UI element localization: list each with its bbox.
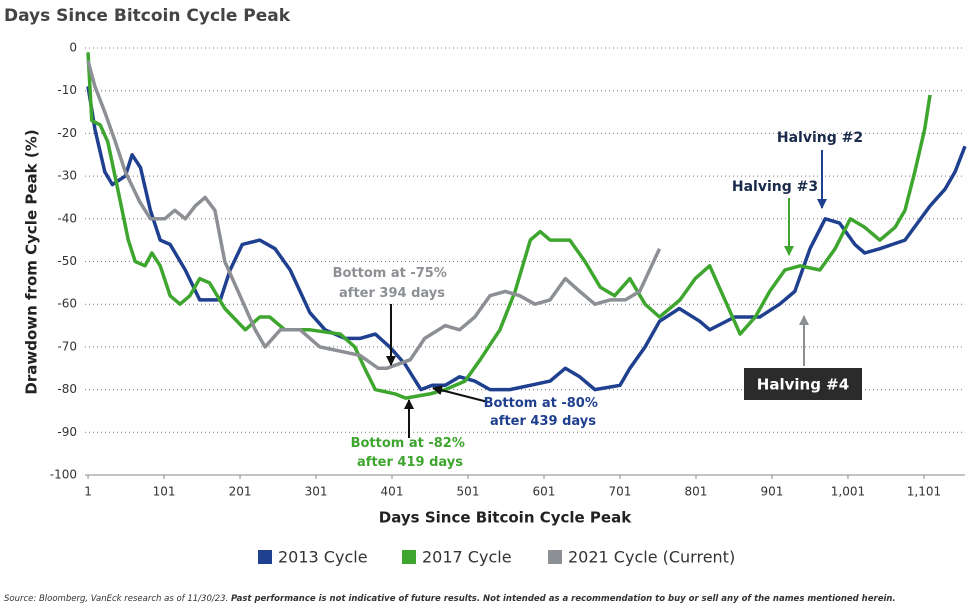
series-line	[86, 52, 932, 400]
legend-label: 2021 Cycle (Current)	[568, 548, 735, 567]
y-tick-label: -40	[57, 211, 77, 225]
y-tick-label: -10	[57, 83, 77, 97]
annotation: Bottom at -80% after 439 days	[484, 396, 603, 429]
x-tick-label: 201	[229, 485, 252, 499]
annotation: Bottom at -82% after 419 days	[351, 436, 470, 470]
chart-title: Days Since Bitcoin Cycle Peak	[4, 6, 291, 26]
legend-label: 2013 Cycle	[278, 548, 368, 567]
x-tick-label: 701	[609, 485, 632, 499]
x-tick-label: 401	[381, 485, 404, 499]
annotation-line: Bottom at -80%	[484, 396, 598, 411]
arrow	[432, 385, 489, 403]
y-tick-label: 0	[69, 41, 77, 55]
x-axis-label: Days Since Bitcoin Cycle Peak	[379, 509, 632, 527]
y-axis-label: Drawdown from Cycle Peak (%)	[23, 129, 41, 394]
x-tick-label: 901	[761, 485, 784, 499]
annotation: Halving #2	[777, 130, 863, 146]
x-tick-label: 501	[457, 485, 480, 499]
annotation-line: after 439 days	[490, 414, 596, 429]
y-tick-label: -30	[57, 169, 77, 183]
x-tick-label: 1,101	[907, 485, 941, 499]
legend-swatch	[402, 550, 416, 564]
legend-swatch	[548, 550, 562, 564]
annotation-box	[744, 368, 862, 400]
source: Source: Bloomberg, VanEck research as of…	[4, 594, 228, 604]
y-tick-label: -80	[57, 382, 77, 396]
legend-label: 2017 Cycle	[422, 548, 512, 567]
annotation-line: Bottom at -75%	[333, 266, 447, 281]
y-tick-label: -100	[50, 468, 77, 482]
y-tick-label: -20	[57, 126, 77, 140]
disclaimer: Past performance is not indicative of fu…	[231, 594, 896, 604]
x-tick-label: 601	[533, 485, 556, 499]
y-tick-label: -50	[57, 254, 77, 268]
annotation: Bottom at -75% after 394 days	[333, 266, 452, 301]
annotation: Halving #4	[757, 376, 849, 394]
series-line	[86, 86, 967, 392]
footnote: Source: Bloomberg, VanEck research as of…	[4, 594, 896, 604]
x-tick-label: 1,001	[831, 485, 865, 499]
legend: 2013 Cycle 2017 Cycle 2021 Cycle (Current)	[258, 548, 735, 567]
plot-area: 0 -10 -20 -30 -40 -50 -60 -70 -80 -90 -100 1 101 201 3…	[50, 41, 967, 499]
y-tick-label: -70	[57, 339, 77, 353]
x-tick-label: 801	[685, 485, 708, 499]
legend-swatch	[258, 550, 272, 564]
annotation-line: Bottom at -82%	[351, 436, 465, 451]
annotation: Halving #3	[732, 179, 818, 195]
x-tick-label: 301	[305, 485, 328, 499]
series-line	[86, 60, 662, 371]
annotation-line: after 394 days	[339, 286, 445, 301]
annotation-line: after 419 days	[357, 455, 463, 470]
y-tick-label: -90	[57, 425, 77, 439]
x-tick-label: 1	[84, 485, 92, 499]
x-tick-label: 101	[153, 485, 176, 499]
y-tick-label: -60	[57, 297, 77, 311]
